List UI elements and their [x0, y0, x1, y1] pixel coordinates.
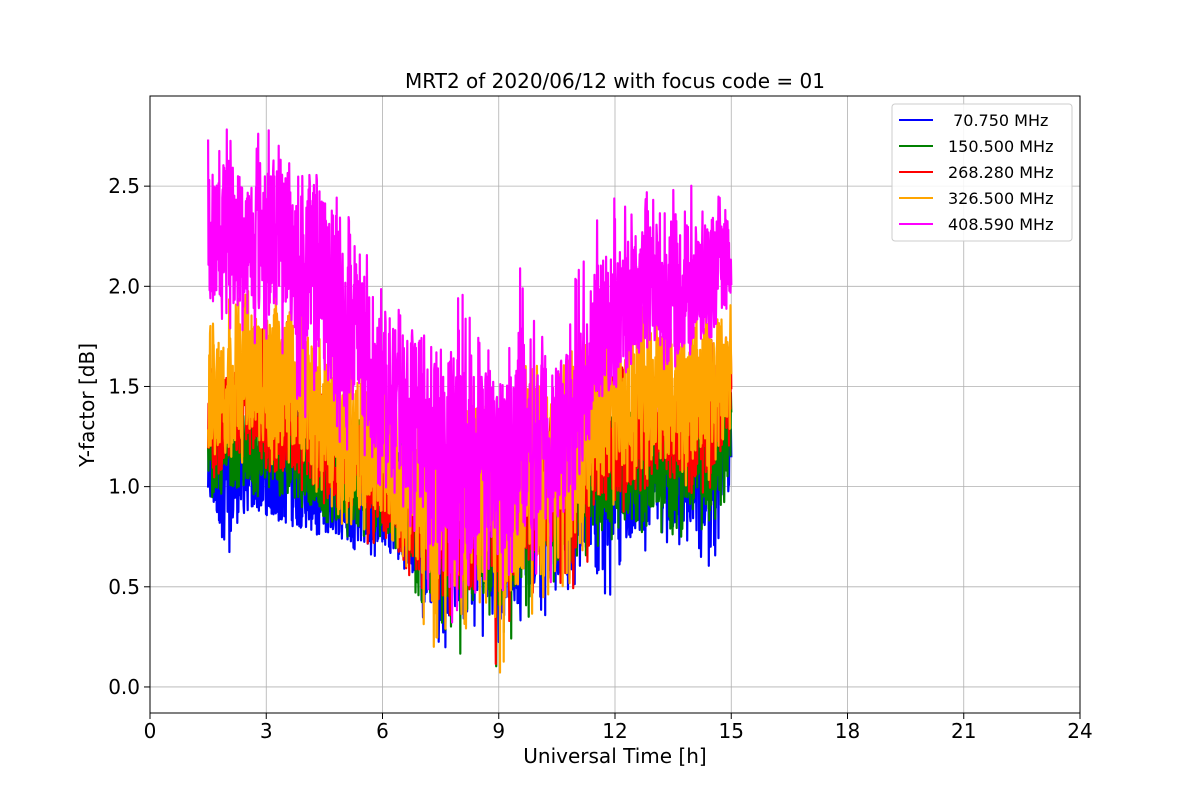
legend-label: 70.750 MHz [948, 111, 1048, 130]
x-tick-label: 12 [602, 719, 627, 743]
y-tick-label: 2.0 [108, 274, 140, 298]
y-tick-label: 1.0 [108, 475, 140, 499]
x-tick-label: 6 [376, 719, 389, 743]
legend-items: 70.750 MHz 150.500 MHz 268.280 MHz 326.500 … [899, 111, 1053, 234]
x-tick-label: 0 [144, 719, 157, 743]
y-axis-label: Y-factor [dB] [75, 343, 99, 468]
x-tick-label: 15 [719, 719, 744, 743]
ticks: 0 3 6 9 12 15 18 21 24 0.0 0.5 1.0 1.5 2.0 2.5 [108, 174, 1093, 743]
legend-label: 326.500 MHz [948, 189, 1053, 208]
legend: 70.750 MHz 150.500 MHz 268.280 MHz 326.500 … [891, 103, 1073, 242]
x-tick-label: 9 [492, 719, 505, 743]
y-tick-label: 2.5 [108, 174, 140, 198]
x-axis-label: Universal Time [h] [523, 744, 706, 768]
legend-label: 268.280 MHz [948, 163, 1053, 182]
y-tick-label: 1.5 [108, 374, 140, 398]
series-layer [207, 128, 733, 674]
x-tick-label: 24 [1067, 719, 1092, 743]
y-tick-label: 0.0 [108, 675, 140, 699]
legend-label: 150.500 MHz [948, 137, 1053, 156]
x-tick-label: 3 [260, 719, 273, 743]
legend-label: 408.590 MHz [948, 215, 1053, 234]
series-line [207, 128, 733, 624]
y-tick-label: 0.5 [108, 575, 140, 599]
legend-box [891, 103, 1073, 242]
chart-title: MRT2 of 2020/06/12 with focus code = 01 [405, 69, 825, 93]
x-tick-label: 18 [835, 719, 860, 743]
x-tick-label: 21 [951, 719, 976, 743]
